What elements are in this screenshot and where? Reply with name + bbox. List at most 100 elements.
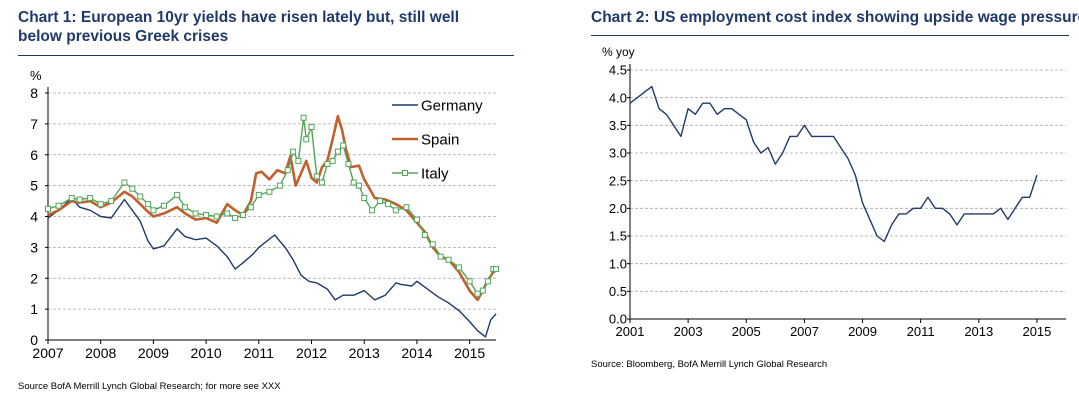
chart1-x-tick-label: 2008: [85, 345, 116, 361]
legend-label-germany: Germany: [421, 98, 483, 115]
chart2-x-tick-label: 2005: [732, 324, 761, 339]
chart1-point-italy: [300, 114, 307, 121]
chart1-point-italy: [276, 182, 283, 189]
chart2-x-tick-label: 2001: [616, 324, 645, 339]
chart1-point-italy: [87, 194, 94, 201]
chart1-x-tick-label: 2007: [32, 345, 63, 361]
chart1-point-italy: [290, 148, 297, 155]
chart1-point-italy: [295, 157, 302, 164]
chart2-source: Source: Bloomberg, BofA Merrill Lynch Gl…: [591, 359, 828, 370]
chart1-point-italy: [369, 207, 376, 214]
chart2-y-tick-label: 2.0: [609, 201, 627, 216]
chart1-point-italy: [355, 182, 362, 189]
chart2-x-tick-label: 2011: [907, 324, 935, 339]
chart1-point-italy: [255, 191, 262, 198]
chart2-x-tick-label: 2009: [848, 324, 877, 339]
legend-label-italy: Italy: [421, 166, 449, 183]
chart2-y-tick-label: 0.5: [609, 284, 627, 299]
chart1-point-italy: [361, 194, 368, 201]
chart1-point-italy: [334, 148, 341, 155]
chart1-point-italy: [456, 264, 463, 271]
chart1-panel: Chart 1: European 10yr yields have risen…: [0, 0, 520, 417]
chart1-y-tick-label: 2: [30, 270, 38, 286]
chart2-y-tick-label: 3.0: [609, 146, 627, 161]
chart1-point-italy: [329, 157, 336, 164]
chart1-point-italy: [240, 211, 247, 218]
chart1-point-italy: [313, 173, 320, 180]
chart1-point-italy: [266, 188, 273, 195]
chart1-x-tick-label: 2015: [454, 345, 485, 361]
chart1-y-tick-label: 8: [30, 85, 38, 101]
chart1-point-italy: [340, 142, 347, 149]
chart1-y-tick-label: 1: [30, 301, 38, 317]
chart2-series-line-us-employment-cost-index: [629, 85, 1038, 243]
chart1-point-italy: [403, 204, 410, 211]
chart2-y-tick-label: 0.0: [609, 312, 627, 327]
chart1-point-italy: [303, 136, 310, 143]
chart1-y-tick-label: 3: [30, 239, 38, 255]
chart1-point-italy: [308, 123, 315, 130]
chart1-plot: 0 1 2 3 4 5 6 7 8% 2007 2008 2009 2010 2011 2012 2013 20…: [30, 68, 499, 361]
chart1-point-italy: [384, 201, 391, 208]
chart1-point-italy: [145, 201, 152, 208]
chart1-point-italy: [466, 278, 473, 285]
chart1-point-italy: [76, 196, 83, 203]
chart2-y-tick-label: 2.5: [609, 173, 627, 188]
chart1-point-italy: [247, 204, 254, 211]
chart1-point-italy: [174, 191, 181, 198]
chart1-point-italy: [160, 202, 167, 209]
chart2-x-tick-label: 2013: [964, 324, 993, 339]
chart1-y-tick-label: 5: [30, 178, 38, 194]
chart1-y-axis-label: %: [30, 68, 42, 83]
chart1-series-line-italy: [47, 116, 496, 295]
legend-label-spain: Spain: [421, 132, 459, 149]
chart1-point-italy: [392, 207, 399, 214]
chart1-point-italy: [192, 210, 199, 217]
chart1-point-italy: [213, 213, 220, 220]
chart1-title-rule: [18, 55, 514, 56]
chart1-point-italy: [350, 179, 357, 186]
chart1-point-italy: [232, 215, 239, 222]
chart1-point-italy: [319, 179, 326, 186]
chart1-point-italy: [182, 204, 189, 211]
chart2-x-tick-label: 2015: [1022, 324, 1051, 339]
chart2-title: Chart 2: US employment cost index showin…: [591, 9, 1079, 26]
chart1-point-italy: [437, 253, 444, 260]
chart1-y-tick-label: 7: [30, 116, 38, 132]
chart1-y-tick-label: 4: [30, 209, 38, 225]
chart1-x-tick-label: 2011: [244, 345, 274, 361]
chart1-point-italy: [108, 198, 115, 205]
chart1-x-tick-label: 2009: [138, 345, 169, 361]
chart1-point-italy: [203, 211, 210, 218]
chart1-y-tick-label: 6: [30, 147, 38, 163]
chart1-point-italy: [224, 210, 231, 217]
chart1-point-italy: [324, 161, 331, 168]
chart1-series-line-germany: [47, 197, 497, 338]
chart2-y-tick-label: 1.0: [609, 256, 627, 271]
chart1-point-italy: [121, 179, 128, 186]
chart1-point-italy: [485, 278, 492, 285]
chart1-point-italy: [377, 198, 384, 205]
chart1-source: Source BofA Merrill Lynch Global Researc…: [18, 381, 281, 392]
chart2-plot: 0.0 0.5 1.0 1.5 2.0 2.5 3.0 3.5 4.0 4.5 % yoy 2001 2…: [602, 45, 1066, 339]
chart1-x-tick-label: 2014: [401, 345, 432, 361]
chart1-title: Chart 1: European 10yr yields have risen…: [18, 9, 460, 45]
chart1-point-italy: [129, 185, 136, 192]
chart2-y-tick-label: 3.5: [609, 118, 627, 133]
chart1-x-tick-label: 2010: [191, 345, 222, 361]
chart1-point-italy: [97, 201, 104, 208]
legend-marker-italy: [402, 170, 408, 176]
chart1-point-italy: [284, 167, 291, 174]
chart2-y-axis-label: % yoy: [602, 45, 635, 59]
chart2-panel: Chart 2: US employment cost index showin…: [588, 0, 1079, 417]
chart2-y-tick-label: 1.5: [609, 229, 627, 244]
chart2-x-tick-label: 2003: [674, 324, 703, 339]
chart1-point-italy: [474, 290, 481, 297]
chart1-x-tick-label: 2012: [296, 345, 327, 361]
chart1-point-italy: [413, 216, 420, 223]
chart1-point-italy: [137, 193, 144, 200]
chart1-point-italy: [68, 194, 75, 201]
chart1-x-tick-label: 2013: [349, 345, 380, 361]
chart2-y-tick-label: 4.5: [609, 63, 627, 78]
chart1-point-italy: [429, 241, 436, 248]
